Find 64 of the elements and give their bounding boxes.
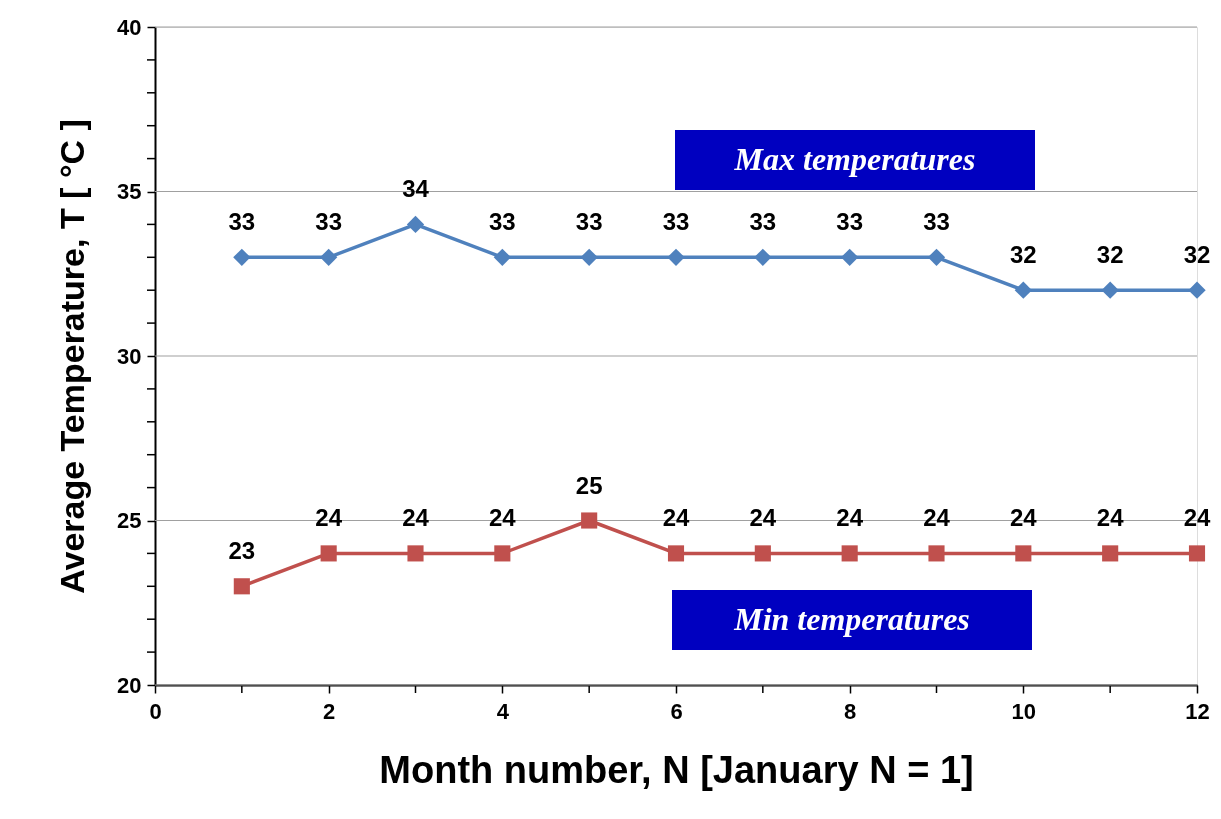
x-tick-label: 6 bbox=[670, 698, 683, 724]
point bbox=[1015, 545, 1032, 562]
data-label: 33 bbox=[575, 208, 603, 236]
y-axis-title: Average Temperature, T [ °C ] bbox=[53, 119, 92, 594]
point bbox=[233, 578, 250, 595]
point bbox=[320, 248, 338, 266]
data-label: 24 bbox=[1096, 504, 1125, 532]
data-label: 33 bbox=[315, 208, 343, 236]
point bbox=[1101, 281, 1119, 299]
point bbox=[406, 215, 425, 234]
point bbox=[841, 248, 859, 266]
data-label: 33 bbox=[923, 208, 950, 236]
data-label: 24 bbox=[1009, 504, 1038, 532]
point bbox=[233, 248, 251, 266]
y-tick-label: 35 bbox=[117, 179, 142, 204]
point bbox=[493, 248, 511, 266]
point bbox=[580, 248, 598, 266]
point bbox=[320, 545, 337, 562]
data-label: 24 bbox=[488, 504, 517, 532]
data-label: 24 bbox=[402, 504, 430, 532]
y-tick-label: 25 bbox=[117, 508, 142, 533]
y-tick-label: 40 bbox=[117, 14, 142, 40]
data-label: 23 bbox=[228, 537, 256, 565]
data-label: 24 bbox=[662, 504, 690, 532]
data-label: 33 bbox=[488, 208, 516, 236]
data-label: 25 bbox=[575, 471, 603, 499]
series-label: Min temperatures bbox=[733, 601, 970, 637]
data-label: 24 bbox=[836, 504, 864, 532]
x-tick-label: 12 bbox=[1185, 698, 1210, 724]
data-label: 24 bbox=[749, 504, 777, 532]
point bbox=[1102, 545, 1119, 562]
data-label: 32 bbox=[1096, 241, 1124, 269]
point bbox=[581, 512, 598, 529]
point bbox=[667, 248, 685, 266]
data-label: 33 bbox=[836, 208, 864, 236]
point bbox=[667, 545, 685, 562]
point bbox=[1188, 545, 1206, 562]
point bbox=[494, 545, 511, 562]
data-label: 32 bbox=[1009, 241, 1037, 269]
data-label: 24 bbox=[1183, 504, 1211, 532]
point bbox=[407, 545, 424, 562]
y-tick-label: 20 bbox=[117, 672, 142, 698]
x-tick-label: 0 bbox=[149, 698, 162, 724]
x-axis-title: Month number, N [January N = 1] bbox=[379, 748, 974, 791]
point bbox=[1014, 281, 1032, 299]
y-tick-label: 30 bbox=[117, 343, 142, 369]
data-label: 32 bbox=[1183, 241, 1211, 269]
x-tick-label: 4 bbox=[496, 698, 510, 724]
data-label: 33 bbox=[228, 208, 256, 236]
point bbox=[754, 248, 772, 266]
data-label: 33 bbox=[662, 208, 690, 236]
data-label: 24 bbox=[315, 504, 343, 532]
text: Max temperatures bbox=[733, 141, 976, 177]
x-tick-label: 8 bbox=[844, 698, 857, 724]
x-tick-label: 2 bbox=[323, 698, 336, 724]
x-tick-label: 10 bbox=[1011, 698, 1037, 724]
point bbox=[754, 545, 771, 562]
point bbox=[1188, 281, 1206, 299]
point bbox=[841, 545, 858, 562]
data-label: 33 bbox=[749, 208, 777, 236]
data-label: 34 bbox=[402, 175, 430, 203]
data-label: 24 bbox=[923, 504, 951, 532]
point bbox=[927, 248, 946, 266]
point bbox=[928, 545, 945, 562]
